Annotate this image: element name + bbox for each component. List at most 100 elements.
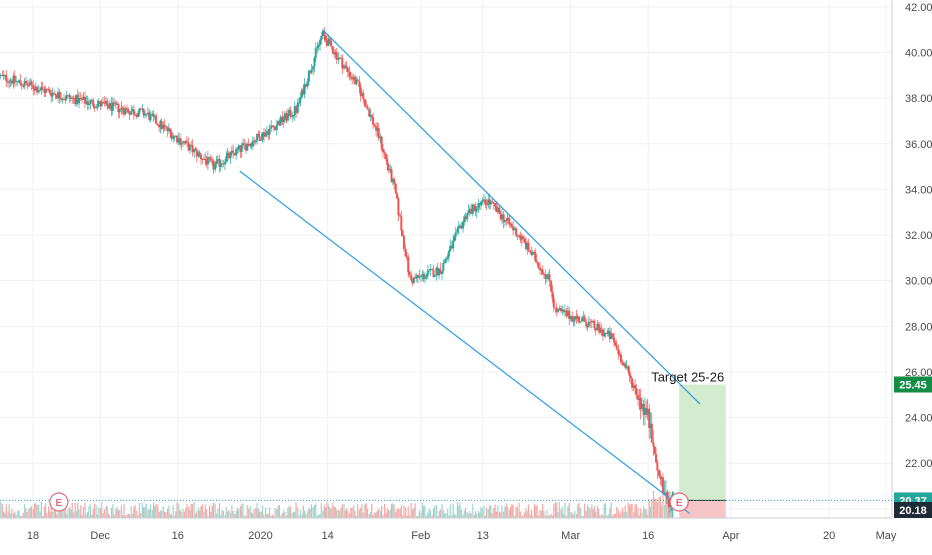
candle-body <box>274 126 277 131</box>
stop-zone[interactable] <box>679 500 726 520</box>
channel-lines[interactable] <box>239 29 701 514</box>
candle-body <box>135 114 138 117</box>
candle-body <box>452 240 455 249</box>
candle-body <box>505 220 508 222</box>
volume-bar <box>554 502 557 518</box>
candle-body <box>459 225 462 227</box>
volume-bar <box>336 509 338 518</box>
volume-bar <box>98 507 100 518</box>
volume-bar <box>123 503 125 518</box>
candle-body <box>468 208 471 211</box>
volume-bar <box>82 506 84 518</box>
candle-body <box>143 113 146 116</box>
earnings-icon[interactable] <box>669 492 689 512</box>
candle-body <box>214 164 217 170</box>
volume-bar <box>234 514 236 518</box>
volume-bar <box>59 511 61 518</box>
volume-bar <box>71 502 73 518</box>
candle-body <box>366 106 369 110</box>
candle-body <box>194 148 197 150</box>
volume-bar <box>221 510 223 518</box>
candle-body <box>488 199 491 205</box>
volume-bar <box>211 505 213 518</box>
volume-bar <box>291 513 293 518</box>
candle-body <box>438 268 441 276</box>
candle-body <box>120 107 123 110</box>
volume-bar <box>572 514 575 518</box>
candle-body <box>295 106 298 113</box>
price-axis[interactable]: 42.00 40.00 38.00 36.00 34.00 32.00 30.00 28.00… <box>891 0 932 550</box>
candle-body <box>402 235 405 249</box>
candle-body <box>598 327 601 333</box>
candle-body <box>358 81 361 88</box>
volume-bar <box>620 511 622 518</box>
volume-bar <box>473 515 475 518</box>
candle-body <box>454 232 457 237</box>
candle-body <box>90 100 93 102</box>
candle-body <box>92 100 95 106</box>
risk-reward-box[interactable] <box>679 384 726 520</box>
candle-body <box>408 271 411 275</box>
candle-body <box>43 88 46 93</box>
candle-body <box>342 65 345 69</box>
candle-body <box>344 65 347 67</box>
volume-bar <box>235 510 237 518</box>
volume-bar <box>242 503 244 518</box>
channel-line-upper[interactable] <box>322 29 701 405</box>
volume-bar <box>298 515 300 518</box>
candle-body <box>71 97 74 99</box>
volume-bar <box>532 515 534 518</box>
volume-bar <box>575 514 578 518</box>
volume-bar <box>372 514 374 518</box>
time-axis[interactable]: 18 Dec 16 2020 14 Feb 13 Mar 16 Apr 20 May <box>0 517 932 550</box>
channel-line-lower[interactable] <box>239 170 690 514</box>
candle-body <box>575 316 578 319</box>
candlestick-series <box>0 27 674 519</box>
volume-bar <box>306 511 309 518</box>
candle-body <box>368 109 371 117</box>
candle-body <box>604 332 607 334</box>
candle-body <box>601 329 604 337</box>
volume-bar <box>179 509 181 518</box>
target-zone[interactable] <box>679 384 726 501</box>
candle-body <box>653 446 656 455</box>
volume-bar <box>17 510 19 518</box>
volume-bar <box>362 512 364 518</box>
candle-body <box>400 216 403 231</box>
volume-bar <box>514 515 516 518</box>
candle-body <box>198 152 201 155</box>
candle-body <box>450 245 453 249</box>
candle-body <box>610 333 613 340</box>
candle-body <box>370 114 373 118</box>
volume-bar <box>255 507 257 518</box>
volume-bar <box>260 511 262 518</box>
volume-bar <box>196 511 198 518</box>
time-tick-label: Feb <box>411 530 430 542</box>
volume-bar <box>557 511 559 518</box>
candle-body <box>372 117 375 125</box>
volume-bar <box>91 514 93 518</box>
candle-body <box>51 92 54 97</box>
candle-body <box>513 228 516 231</box>
volume-bar <box>595 511 597 518</box>
volume-bar <box>599 515 601 518</box>
candle-body <box>393 178 396 184</box>
candle-body <box>100 102 103 107</box>
candle-body <box>76 94 79 104</box>
volume-bar <box>339 510 341 518</box>
candle-body <box>54 93 57 96</box>
volume-bar <box>476 513 478 518</box>
candle-body <box>660 477 663 479</box>
volume-bar <box>648 499 650 518</box>
candle-body <box>141 108 144 110</box>
volume-bar <box>176 502 178 518</box>
candle-body <box>66 95 69 97</box>
candle-body <box>573 316 576 321</box>
price-tick-label: 38.00 <box>905 93 932 105</box>
earnings-icon[interactable] <box>49 492 69 512</box>
volume-bar <box>537 515 539 518</box>
volume-bar <box>241 504 243 518</box>
